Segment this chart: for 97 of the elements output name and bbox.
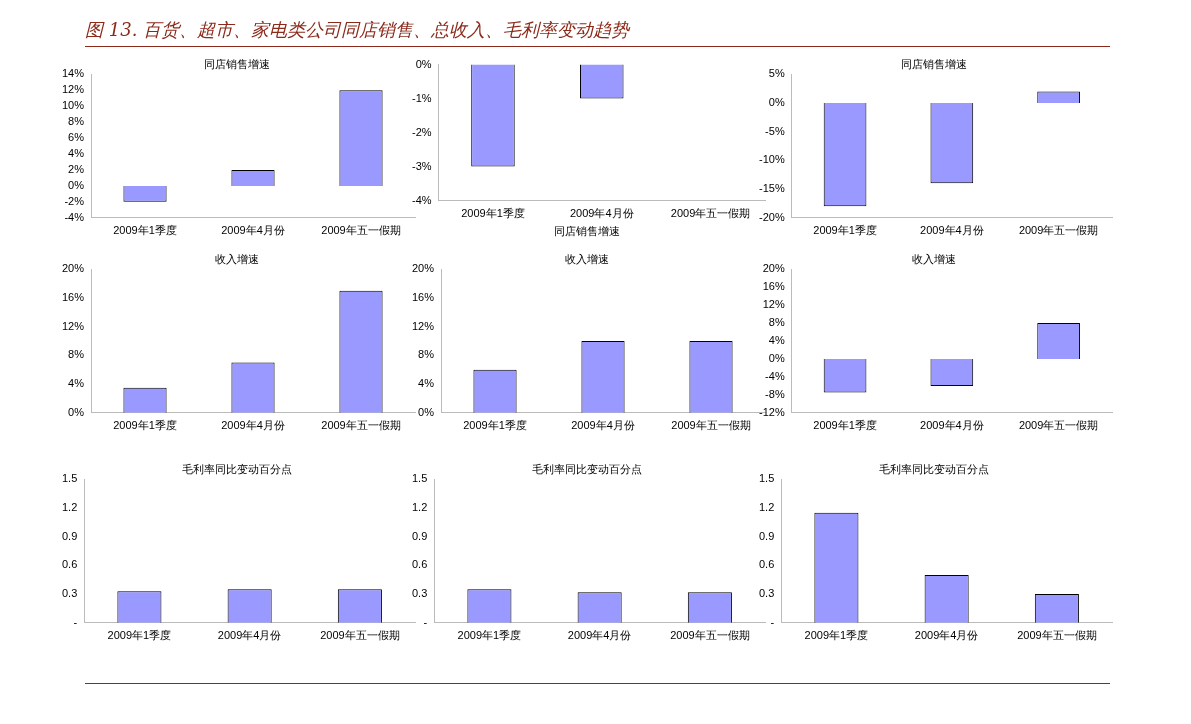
y-tick-label: 2% [68,162,85,175]
y-tick-label: 0% [768,351,785,364]
y-tick-label: 20% [762,262,785,275]
chart-title: 收入增速 [215,253,259,267]
x-tick-label: 2009年4月份 [920,224,984,237]
y-tick-label: 0% [68,405,85,418]
y-tick-label: -5% [765,124,785,137]
x-tick-label: 2009年1季度 [107,629,172,642]
chart-title: 毛利率同比变动百分点 [879,463,989,477]
caption: 图 13. 百货、超市、家电类公司同店销售、总收入、毛利率变动趋势 [85,19,630,40]
chart-title: 同店销售增速 [204,58,270,72]
x-tick-label: 2009年1季度 [804,629,869,642]
x-tick-label: 2009年1季度 [461,207,525,220]
y-tick-label: 12% [61,83,85,96]
y-tick-label: -4% [64,210,85,223]
y-tick-label: 1.2 [61,500,78,513]
x-tick-label: 2009年4月份 [920,419,984,432]
y-tick-label: -12% [758,405,785,418]
x-tick-label: 2009年五一假期 [1018,224,1099,237]
y-tick-label: 0.9 [411,529,428,542]
y-tick-label: 16% [762,280,785,293]
y-tick-label: 8% [418,348,435,361]
y-tick-label: 0.9 [758,529,775,542]
y-tick-label: - [73,615,78,628]
y-tick-label: -3% [412,159,432,172]
x-tick-label: 2009年4月份 [914,629,979,642]
x-tick-label: 2009年1季度 [113,419,177,432]
y-tick-label: 12% [61,319,85,332]
y-tick-label: 8% [68,348,85,361]
y-tick-label: - [423,615,428,628]
x-tick-label: 2009年4月份 [221,419,285,432]
y-tick-label: 16% [61,290,85,303]
y-tick-label: 0% [418,405,435,418]
x-tick-label: 2009年五一假期 [321,224,401,237]
y-tick-label: 14% [61,67,85,80]
y-tick-label: 12% [411,319,435,332]
y-tick-label: 10% [61,99,85,112]
chart-title: 收入增速 [565,253,609,267]
y-tick-label: 5% [768,67,785,80]
y-tick-label: 0.6 [411,558,428,571]
x-tick-label: 2009年4月份 [567,629,632,642]
chart-title: 同店销售增速 [901,58,967,72]
y-tick-label: 4% [418,377,435,390]
text: 同店销售增速 [554,225,620,239]
y-tick-label: 1.2 [411,500,428,513]
x-tick-label: 2009年1季度 [813,224,877,237]
y-tick-label: -4% [765,369,785,382]
chart-title: 毛利率同比变动百分点 [182,463,292,477]
y-tick-label: 0% [415,57,432,70]
y-tick-label: -15% [758,182,785,195]
y-tick-label: 0.3 [61,587,78,600]
x-tick-label: 2009年五一假期 [1017,629,1097,642]
x-tick-label: 2009年1季度 [463,419,527,432]
y-tick-label: -10% [758,153,785,166]
y-tick-label: 0% [68,178,85,191]
y-tick-label: 0% [768,95,785,108]
x-tick-label: 2009年1季度 [113,224,177,237]
y-tick-label: -8% [765,387,785,400]
x-tick-label: 2009年4月份 [217,629,282,642]
x-tick-label: 2009年五一假期 [670,207,751,220]
y-tick-label: -2% [412,125,432,138]
y-tick-label: 0.9 [61,529,78,542]
y-tick-label: 20% [411,262,435,275]
x-tick-label: 2009年1季度 [813,419,877,432]
y-tick-label: 4% [68,147,85,160]
y-tick-label: 1.5 [411,472,428,485]
x-tick-label: 2009年五一假期 [321,419,401,432]
y-tick-label: 8% [768,316,785,329]
y-tick-label: 1.5 [61,472,78,485]
chart-title: 收入增速 [912,253,956,267]
x-tick-label: 2009年4月份 [221,224,285,237]
x-tick-label: 2009年4月份 [569,207,634,220]
x-tick-label: 2009年1季度 [457,629,522,642]
y-tick-label: 0.3 [411,587,428,600]
y-tick-label: 1.2 [758,500,775,513]
x-tick-label: 2009年4月份 [571,419,635,432]
x-tick-label: 2009年五一假期 [670,629,750,642]
y-tick-label: - [770,615,775,628]
y-tick-label: 0.3 [758,587,775,600]
y-tick-label: 6% [68,131,85,144]
x-tick-label: 2009年五一假期 [671,419,751,432]
x-tick-label: 2009年五一假期 [320,629,400,642]
chart-title: 毛利率同比变动百分点 [532,463,642,477]
y-tick-label: 20% [61,262,85,275]
y-tick-label: 4% [768,334,785,347]
y-tick-label: 12% [762,298,785,311]
x-tick-label: 2009年五一假期 [1018,419,1099,432]
y-tick-label: -2% [64,194,85,207]
y-tick-label: 8% [68,115,85,128]
y-tick-label: 0.6 [61,558,78,571]
y-tick-label: 16% [411,290,435,303]
y-tick-label: -20% [758,210,785,223]
y-tick-label: 1.5 [758,472,775,485]
y-tick-label: -1% [412,91,432,104]
y-tick-label: 4% [68,377,85,390]
y-tick-label: -4% [412,193,432,206]
y-tick-label: 0.6 [758,558,775,571]
